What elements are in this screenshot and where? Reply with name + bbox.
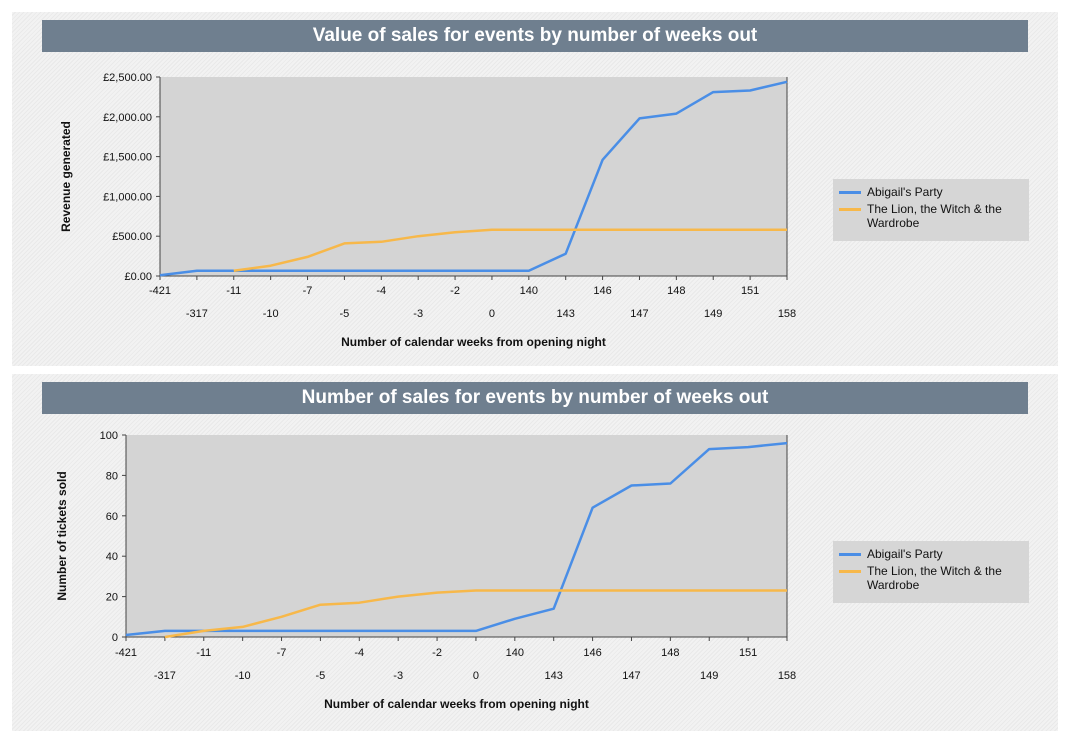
x-tick-label: -5 (340, 308, 350, 320)
x-tick-label: -11 (196, 647, 211, 659)
chart-legend: Abigail's Party The Lion, the Witch & th… (833, 179, 1029, 241)
x-tick-label: -10 (235, 670, 251, 682)
x-tick-label: 0 (473, 670, 479, 682)
y-tick-label: 60 (106, 511, 118, 523)
x-tick-label: 148 (667, 285, 685, 297)
x-tick-label: -421 (115, 647, 137, 659)
tickets-line-chart: 0 20 40 60 80 100 -421 -317 -11 -10 -7 -5 -4 -3 -2 0 140… (55, 430, 796, 711)
x-tick-label: 149 (700, 670, 718, 682)
x-axis-title: Number of calendar weeks from opening ni… (341, 335, 606, 349)
legend-label: Abigail's Party (867, 185, 943, 199)
y-tick-label: 80 (106, 470, 118, 482)
legend-label: The Lion, the Witch & the Wardrobe (867, 564, 1002, 592)
series-line-1 (125, 441, 788, 637)
x-tick-label: 147 (622, 670, 640, 682)
legend-item: The Lion, the Witch & the Wardrobe (839, 202, 1023, 230)
x-tick-label: 0 (489, 308, 495, 320)
x-tick-label: 158 (778, 308, 796, 320)
x-tick-label: 143 (545, 670, 563, 682)
y-tick-label: 40 (106, 551, 118, 563)
x-tick-label: -3 (413, 308, 423, 320)
x-axis-title: Number of calendar weeks from opening ni… (324, 697, 589, 711)
x-tick-label: -5 (316, 670, 326, 682)
x-tick-label: -4 (376, 285, 386, 297)
x-tick-label: 158 (778, 670, 796, 682)
x-tick-label: -317 (154, 670, 176, 682)
y-tick-label: £2,500.00 (103, 72, 152, 84)
series-line-2 (164, 589, 787, 639)
y-axis-title: Number of tickets sold (55, 471, 69, 600)
plot-area (126, 435, 787, 637)
x-tick-label: 146 (583, 647, 601, 659)
revenue-line-chart: £0.00 £500.00 £1,000.00 £1,500.00 £2,000.00 £… (59, 72, 796, 349)
plot-area (160, 77, 787, 276)
y-tick-label: 20 (106, 592, 118, 604)
x-tick-label: -11 (226, 285, 241, 297)
legend-item: Abigail's Party (839, 185, 1023, 199)
y-tick-label: £0.00 (124, 271, 152, 283)
chart-title: Value of sales for events by number of w… (42, 20, 1028, 52)
x-tick-label: -10 (263, 308, 279, 320)
x-tick-label: 151 (741, 285, 759, 297)
y-tick-label: 0 (112, 632, 118, 644)
x-tick-label: 151 (739, 647, 757, 659)
x-tick-label: 148 (661, 647, 679, 659)
chart-legend: Abigail's Party The Lion, the Witch & th… (833, 541, 1029, 603)
y-tick-label: 100 (100, 430, 118, 442)
series-line-2 (233, 228, 787, 273)
x-tick-label: -4 (354, 647, 364, 659)
y-tick-label: £2,000.00 (103, 112, 152, 124)
series-line-1 (159, 80, 788, 277)
x-tick-label: -2 (432, 647, 442, 659)
legend-label: The Lion, the Witch & the Wardrobe (867, 202, 1002, 230)
legend-swatch (839, 191, 861, 194)
legend-label: Abigail's Party (867, 547, 943, 561)
x-tick-label: 143 (557, 308, 575, 320)
chart-title: Number of sales for events by number of … (42, 382, 1028, 414)
x-tick-label: -7 (303, 285, 313, 297)
x-tick-label: -2 (450, 285, 460, 297)
x-tick-label: 149 (704, 308, 722, 320)
legend-swatch (839, 208, 861, 211)
x-tick-label: -3 (393, 670, 403, 682)
revenue-chart-panel: Value of sales for events by number of w… (12, 12, 1058, 366)
legend-swatch (839, 553, 861, 556)
x-tick-label: 147 (630, 308, 648, 320)
y-tick-label: £500.00 (112, 231, 152, 243)
legend-item: Abigail's Party (839, 547, 1023, 561)
x-tick-label: 140 (520, 285, 538, 297)
legend-swatch (839, 570, 861, 573)
y-tick-label: £1,000.00 (103, 191, 152, 203)
x-tick-label: 140 (506, 647, 524, 659)
x-tick-label: 146 (593, 285, 611, 297)
tickets-chart-panel: Number of sales for events by number of … (12, 374, 1058, 731)
x-tick-label: -421 (149, 285, 171, 297)
x-tick-label: -317 (186, 308, 208, 320)
y-axis-title: Revenue generated (59, 121, 73, 232)
legend-item: The Lion, the Witch & the Wardrobe (839, 564, 1023, 592)
y-tick-label: £1,500.00 (103, 152, 152, 164)
x-tick-label: -7 (277, 647, 287, 659)
